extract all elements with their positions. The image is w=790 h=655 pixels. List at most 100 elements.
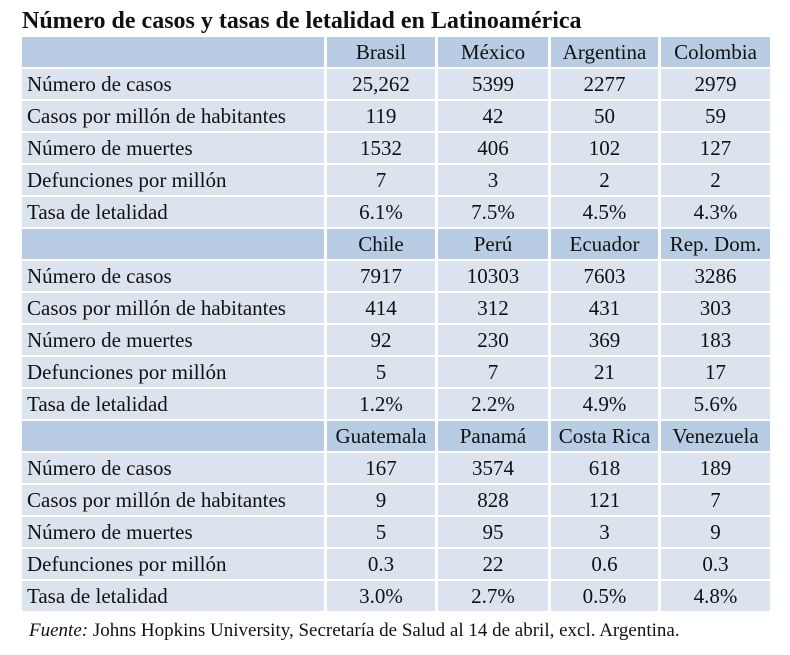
- table-row: Tasa de letalidad 6.1% 7.5% 4.5% 4.3%: [22, 197, 770, 229]
- data-table: Brasil México Argentina Colombia Número de c…: [22, 37, 770, 613]
- value-cell: 3286: [658, 261, 770, 293]
- row-label: Defunciones por millón: [22, 165, 324, 197]
- value-cell: 4.8%: [658, 581, 770, 613]
- value-cell: 9: [324, 485, 435, 517]
- value-cell: 92: [324, 325, 435, 357]
- table-row: Casos por millón de habitantes 9 828 121 7: [22, 485, 770, 517]
- value-cell: 25,262: [324, 69, 435, 101]
- value-cell: 5: [324, 357, 435, 389]
- row-label: Número de casos: [22, 69, 324, 101]
- value-cell: 42: [435, 101, 548, 133]
- value-cell: 6.1%: [324, 197, 435, 229]
- country-header: Panamá: [435, 421, 548, 453]
- value-cell: 9: [658, 517, 770, 549]
- row-label: Tasa de letalidad: [22, 197, 324, 229]
- value-cell: 0.3: [658, 549, 770, 581]
- value-cell: 5399: [435, 69, 548, 101]
- value-cell: 50: [548, 101, 658, 133]
- value-cell: 10303: [435, 261, 548, 293]
- table-title: Número de casos y tasas de letalidad en …: [22, 8, 582, 34]
- value-cell: 369: [548, 325, 658, 357]
- table-row: Tasa de letalidad 1.2% 2.2% 4.9% 5.6%: [22, 389, 770, 421]
- row-label: Tasa de letalidad: [22, 581, 324, 613]
- value-cell: 119: [324, 101, 435, 133]
- value-cell: 2.7%: [435, 581, 548, 613]
- value-cell: 618: [548, 453, 658, 485]
- value-cell: 3: [548, 517, 658, 549]
- row-label: Número de muertes: [22, 325, 324, 357]
- source-text: Johns Hopkins University, Secretaría de …: [92, 620, 680, 641]
- country-header: Colombia: [658, 37, 770, 69]
- row-label: Defunciones por millón: [22, 357, 324, 389]
- row-label: Tasa de letalidad: [22, 389, 324, 421]
- row-label: Casos por millón de habitantes: [22, 293, 324, 325]
- value-cell: 1.2%: [324, 389, 435, 421]
- source-label: Fuente:: [29, 620, 89, 641]
- value-cell: 4.9%: [548, 389, 658, 421]
- value-cell: 0.5%: [548, 581, 658, 613]
- row-label: Casos por millón de habitantes: [22, 101, 324, 133]
- row-label: Número de muertes: [22, 133, 324, 165]
- value-cell: 414: [324, 293, 435, 325]
- country-header: Rep. Dom.: [658, 229, 770, 261]
- value-cell: 7: [324, 165, 435, 197]
- country-header-row: Chile Perú Ecuador Rep. Dom.: [22, 229, 770, 261]
- source-note: Fuente: Johns Hopkins University, Secret…: [29, 620, 680, 642]
- value-cell: 230: [435, 325, 548, 357]
- table-row: Tasa de letalidad 3.0% 2.7% 0.5% 4.8%: [22, 581, 770, 613]
- country-header: Perú: [435, 229, 548, 261]
- row-label: Número de muertes: [22, 517, 324, 549]
- header-blank-cell: [22, 229, 324, 261]
- country-header: Costa Rica: [548, 421, 658, 453]
- value-cell: 828: [435, 485, 548, 517]
- value-cell: 0.3: [324, 549, 435, 581]
- value-cell: 1532: [324, 133, 435, 165]
- value-cell: 431: [548, 293, 658, 325]
- value-cell: 2277: [548, 69, 658, 101]
- value-cell: 3.0%: [324, 581, 435, 613]
- table-row: Número de muertes 1532 406 102 127: [22, 133, 770, 165]
- value-cell: 7: [658, 485, 770, 517]
- country-header: Argentina: [548, 37, 658, 69]
- value-cell: 102: [548, 133, 658, 165]
- row-label: Casos por millón de habitantes: [22, 485, 324, 517]
- country-header: Venezuela: [658, 421, 770, 453]
- value-cell: 0.6: [548, 549, 658, 581]
- value-cell: 312: [435, 293, 548, 325]
- value-cell: 5: [324, 517, 435, 549]
- value-cell: 5.6%: [658, 389, 770, 421]
- value-cell: 189: [658, 453, 770, 485]
- value-cell: 7603: [548, 261, 658, 293]
- value-cell: 3574: [435, 453, 548, 485]
- value-cell: 2.2%: [435, 389, 548, 421]
- value-cell: 7: [435, 357, 548, 389]
- table-row: Defunciones por millón 0.3 22 0.6 0.3: [22, 549, 770, 581]
- value-cell: 2: [658, 165, 770, 197]
- country-header-row: Guatemala Panamá Costa Rica Venezuela: [22, 421, 770, 453]
- country-header: Chile: [324, 229, 435, 261]
- value-cell: 127: [658, 133, 770, 165]
- country-header: Guatemala: [324, 421, 435, 453]
- table-row: Casos por millón de habitantes 414 312 431 3…: [22, 293, 770, 325]
- value-cell: 183: [658, 325, 770, 357]
- value-cell: 21: [548, 357, 658, 389]
- value-cell: 95: [435, 517, 548, 549]
- table-row: Casos por millón de habitantes 119 42 50 59: [22, 101, 770, 133]
- table-row: Número de muertes 5 95 3 9: [22, 517, 770, 549]
- value-cell: 59: [658, 101, 770, 133]
- country-header: Ecuador: [548, 229, 658, 261]
- value-cell: 22: [435, 549, 548, 581]
- value-cell: 4.5%: [548, 197, 658, 229]
- value-cell: 7.5%: [435, 197, 548, 229]
- country-header-row: Brasil México Argentina Colombia: [22, 37, 770, 69]
- header-blank-cell: [22, 37, 324, 69]
- table-row: Defunciones por millón 5 7 21 17: [22, 357, 770, 389]
- header-blank-cell: [22, 421, 324, 453]
- value-cell: 2: [548, 165, 658, 197]
- table-row: Número de casos 25,262 5399 2277 2979: [22, 69, 770, 101]
- country-header: México: [435, 37, 548, 69]
- value-cell: 167: [324, 453, 435, 485]
- value-cell: 17: [658, 357, 770, 389]
- row-label: Defunciones por millón: [22, 549, 324, 581]
- value-cell: 121: [548, 485, 658, 517]
